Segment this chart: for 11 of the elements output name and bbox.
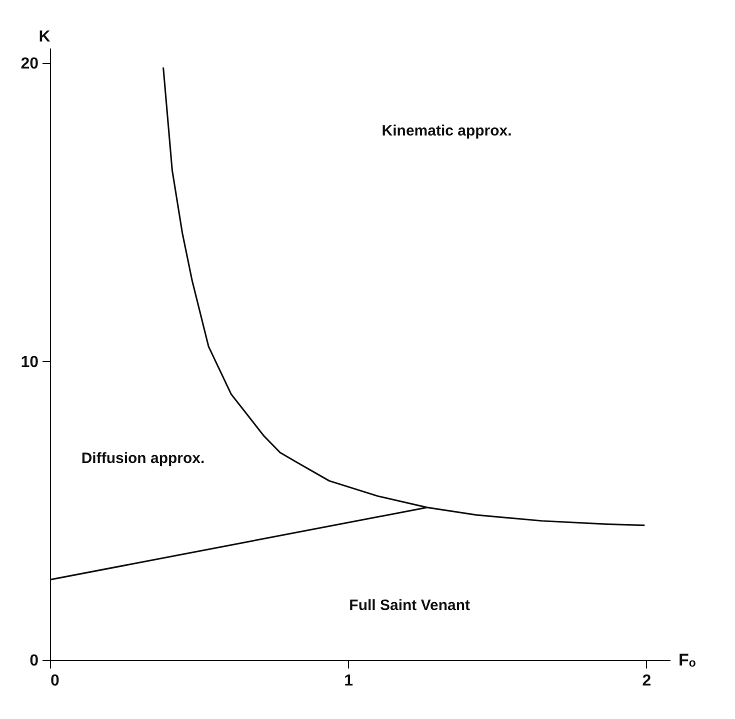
y-tick-label: 20: [20, 55, 39, 72]
x-axis-title: Fₒ: [678, 650, 696, 670]
x-tick-label: 2: [642, 672, 652, 690]
annotation: Full Saint Venant: [349, 596, 470, 614]
annotation: Kinematic approx.: [382, 122, 512, 140]
x-tick-label: 0: [50, 672, 60, 690]
y-axis-title: K: [38, 28, 51, 46]
annotation: Diffusion approx.: [81, 450, 205, 468]
y-tick-label: 0: [30, 652, 39, 670]
y-tick-label: 10: [20, 354, 39, 371]
x-tick-label: 1: [344, 672, 354, 690]
